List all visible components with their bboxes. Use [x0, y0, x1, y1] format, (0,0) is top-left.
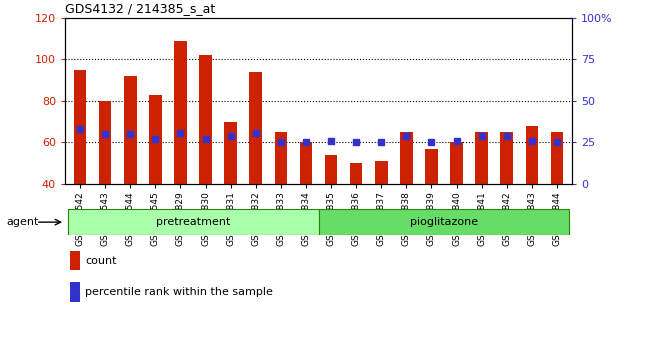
Text: pioglitazone: pioglitazone — [410, 217, 478, 227]
Bar — [124, 76, 136, 184]
Bar — [149, 95, 162, 184]
Bar — [500, 132, 513, 184]
Bar — [200, 55, 212, 184]
Bar — [526, 126, 538, 184]
Bar — [300, 143, 312, 184]
Text: GDS4132 / 214385_s_at: GDS4132 / 214385_s_at — [65, 2, 215, 15]
Bar — [74, 70, 86, 184]
Bar — [70, 282, 80, 302]
Bar — [375, 161, 387, 184]
Text: percentile rank within the sample: percentile rank within the sample — [85, 287, 273, 297]
Bar — [274, 132, 287, 184]
FancyBboxPatch shape — [68, 209, 318, 235]
Bar — [425, 149, 437, 184]
FancyBboxPatch shape — [318, 209, 569, 235]
Bar — [174, 41, 187, 184]
Bar — [350, 163, 363, 184]
Bar — [99, 101, 111, 184]
Text: pretreatment: pretreatment — [156, 217, 230, 227]
Bar — [475, 132, 488, 184]
Bar — [400, 132, 413, 184]
Text: agent: agent — [6, 217, 39, 227]
Bar — [325, 155, 337, 184]
Bar — [450, 143, 463, 184]
Text: count: count — [85, 256, 117, 266]
Bar — [551, 132, 563, 184]
Bar — [250, 72, 262, 184]
Bar — [70, 251, 80, 270]
Bar — [224, 122, 237, 184]
